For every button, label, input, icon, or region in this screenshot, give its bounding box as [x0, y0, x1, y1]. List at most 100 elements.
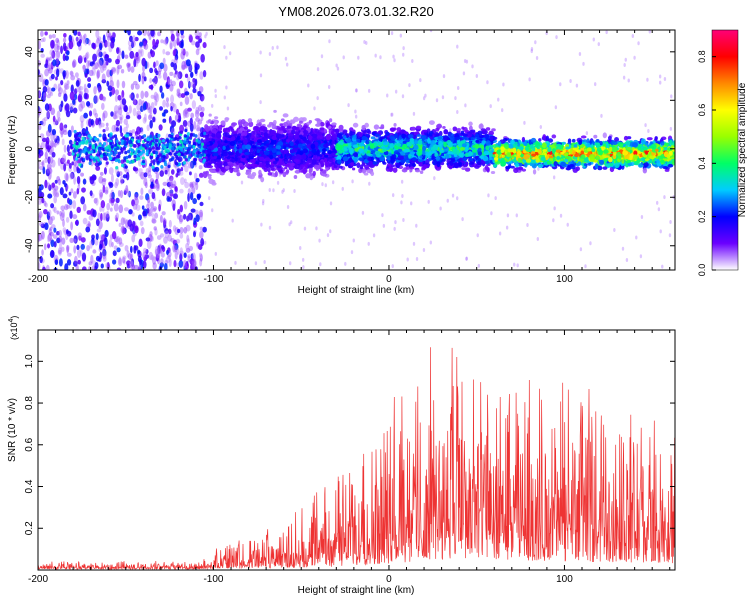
spectrogram-noise-blob: [92, 63, 98, 70]
spectrogram-noise-blob: [93, 85, 97, 95]
spectrogram-noise-blob: [56, 39, 60, 48]
spectrogram-noise-blob: [165, 101, 170, 108]
spectrogram-noise-blob: [195, 182, 199, 191]
spectrogram-noise-blob: [55, 37, 60, 44]
spectrogram-noise-blob: [153, 91, 158, 101]
spectrogram-faint-blob: [461, 217, 464, 222]
spectrogram-faint-blob: [276, 45, 279, 50]
spectrogram-noise-blob: [80, 172, 84, 177]
spectrogram-noise-blob: [58, 104, 62, 111]
spectrogram-noise-blob: [152, 206, 158, 211]
spectrogram-noise-blob: [168, 228, 172, 235]
spectrogram-faint-blob: [263, 260, 266, 265]
spectrogram-noise-blob: [86, 244, 90, 252]
spectrogram-noise-blob: [137, 30, 143, 36]
spectrogram-noise-blob: [190, 263, 195, 270]
spectrogram-noise-blob: [130, 40, 136, 48]
spectrogram-noise-blob: [170, 237, 175, 243]
spectrogram-signal-blob: [468, 125, 473, 132]
spectrogram-noise-blob: [68, 34, 73, 43]
spectrogram-faint-blob: [526, 222, 529, 227]
spectrogram-noise-blob: [141, 75, 145, 85]
spectrogram-noise-blob: [192, 197, 198, 205]
spectrogram-noise-blob: [53, 227, 57, 233]
spectrogram-faint-blob: [211, 103, 214, 108]
spectrogram-faint-blob: [462, 71, 466, 76]
spectrogram-noise-blob: [80, 196, 86, 205]
spectrogram-noise-blob: [134, 36, 139, 42]
spectrogram-noise-blob: [113, 113, 117, 120]
spectrogram-noise-blob: [82, 34, 86, 44]
spectrogram-faint-blob: [393, 226, 396, 231]
spectrogram-noise-blob: [138, 238, 143, 247]
spectrogram-noise-blob: [68, 139, 73, 145]
spectrogram-noise-blob: [54, 259, 59, 266]
spectrogram-noise-blob: [157, 74, 162, 79]
spectrogram-noise-blob: [116, 247, 121, 253]
spectrogram-noise-blob: [47, 234, 50, 243]
spectrogram-faint-blob: [261, 201, 265, 206]
spectrogram-noise-blob: [182, 48, 186, 56]
spectrogram-noise-blob: [111, 67, 116, 74]
spectrogram-noise-blob: [54, 120, 59, 126]
spectrogram-faint-blob: [585, 131, 589, 136]
spectrogram-signal-blob: [239, 127, 245, 132]
spectrogram-noise-blob: [70, 71, 74, 78]
spectrogram-noise-blob: [96, 49, 101, 58]
spectrogram-noise-blob: [123, 188, 129, 194]
spectrogram-noise-blob: [154, 212, 159, 219]
spectrogram-noise-blob: [38, 107, 42, 116]
spectrogram-signal-blob: [285, 170, 289, 175]
spectrogram-noise-blob: [187, 107, 192, 112]
spectrogram-faint-blob: [363, 39, 366, 44]
spectrogram-faint-blob: [559, 82, 562, 87]
spectrogram-faint-blob: [272, 188, 275, 193]
spectrogram-noise-blob: [58, 249, 62, 254]
spectrogram-noise-blob: [98, 121, 102, 129]
spectrogram-noise-blob: [195, 209, 199, 215]
spectrogram-noise-blob: [198, 165, 203, 170]
spectrogram-noise-blob: [89, 102, 94, 109]
spectrogram-faint-blob: [324, 183, 327, 188]
spectrogram-noise-blob: [40, 192, 45, 199]
spectrogram-noise-blob: [115, 58, 120, 65]
spectrogram-faint-blob: [659, 229, 662, 234]
spectrogram-noise-blob: [105, 40, 111, 48]
spectrogram-noise-blob: [40, 223, 46, 229]
spectrogram-noise-blob: [66, 252, 72, 257]
spectrogram-signal-blob: [535, 141, 540, 146]
spectrogram-noise-blob: [118, 107, 123, 116]
spectrogram-noise-blob: [95, 117, 99, 126]
spectrogram-faint-blob: [637, 41, 640, 46]
spectrogram-noise-blob: [114, 89, 120, 96]
spectrogram-noise-blob: [100, 263, 104, 269]
spectrogram-noise-blob: [65, 244, 70, 251]
spectrogram-noise-blob: [78, 103, 84, 112]
spectrogram-noise-blob: [86, 68, 90, 75]
spectrogram-signal-blob: [336, 155, 342, 161]
spectrogram-signal-blob: [401, 168, 408, 173]
spectrogram-noise-blob: [167, 234, 172, 242]
spectrogram-noise-blob: [150, 254, 155, 261]
spectrogram-faint-blob: [657, 207, 661, 212]
spectrogram-noise-blob: [143, 39, 148, 44]
spectrogram-noise-blob: [162, 217, 166, 226]
spectrogram-noise-blob: [139, 105, 144, 112]
spectrogram-noise-blob: [99, 171, 104, 176]
spectrogram-noise-blob: [137, 48, 143, 54]
spectrogram-faint-blob: [259, 100, 262, 105]
spectrogram-noise-blob: [100, 96, 106, 101]
spectrogram-noise-blob: [80, 100, 86, 109]
spectrogram-faint-blob: [631, 34, 635, 39]
spectrogram-noise-blob: [87, 39, 91, 46]
spectrogram-faint-blob: [354, 114, 358, 119]
spectrogram-faint-blob: [663, 195, 666, 200]
spectrogram-noise-blob: [197, 119, 203, 125]
spectrogram-faint-blob: [399, 33, 403, 38]
spectrogram-noise-blob: [146, 102, 151, 111]
spectrogram-faint-blob: [205, 31, 208, 36]
spectrogram-noise-blob: [93, 95, 99, 104]
spectrogram-faint-blob: [394, 89, 398, 94]
spectrogram-noise-blob: [138, 168, 143, 173]
spectrogram-noise-blob: [95, 39, 101, 48]
